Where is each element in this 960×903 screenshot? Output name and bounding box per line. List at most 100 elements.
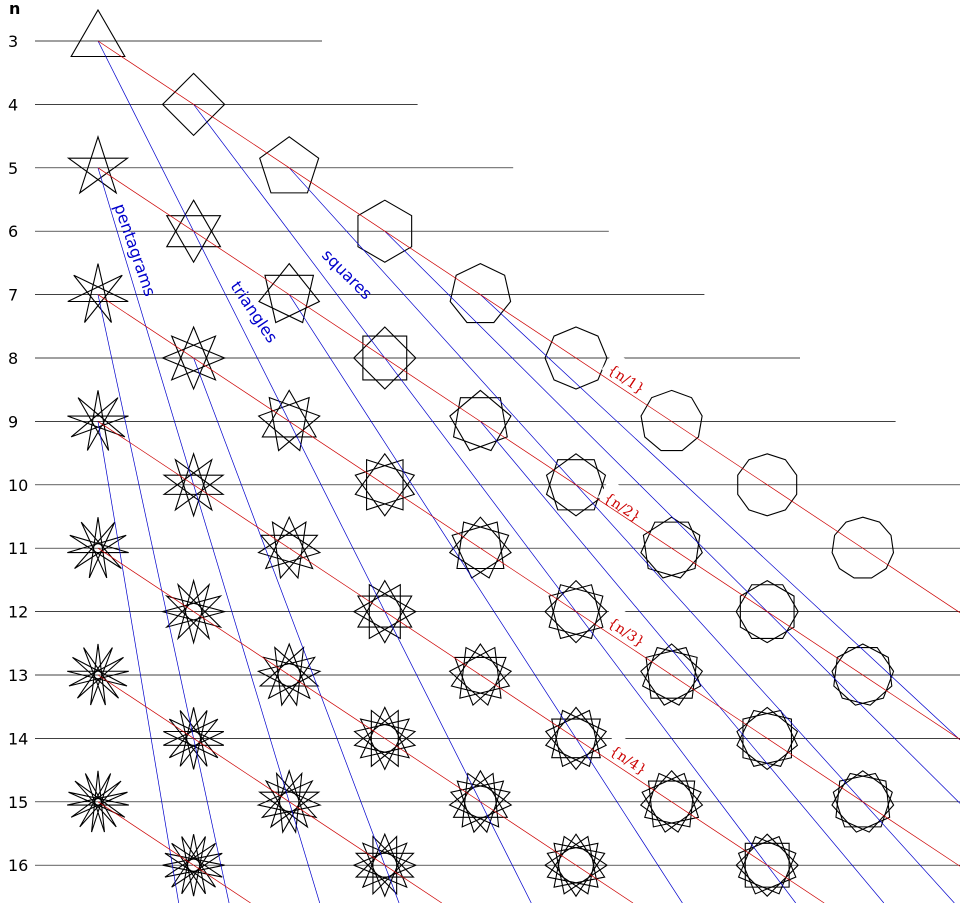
family-line	[288, 294, 683, 903]
star-polygon-component	[461, 772, 513, 828]
star-polygon	[67, 643, 129, 706]
star-polygon-component	[162, 458, 225, 518]
star-polygon-component	[356, 595, 413, 644]
star-polygon-component	[70, 8, 126, 58]
star-polygon-component	[67, 263, 129, 323]
star-polygon	[831, 770, 895, 833]
star-polygons	[66, 8, 895, 898]
family-line	[97, 40, 532, 903]
row-label: 15	[8, 793, 28, 812]
star-polygon-component	[832, 770, 893, 828]
star-polygon	[257, 389, 321, 452]
row-label: 3	[8, 32, 18, 51]
star-polygon	[258, 262, 321, 324]
star-polygon	[448, 643, 513, 707]
n4-label-bg	[603, 732, 655, 776]
series-line	[97, 421, 825, 903]
n-header-label: n	[9, 0, 20, 18]
star-polygon-component	[544, 579, 608, 644]
star-polygon	[735, 833, 799, 897]
star-polygon-component	[67, 770, 129, 833]
star-polygon-component	[545, 453, 607, 511]
star-polygon	[544, 833, 608, 898]
star-polygon	[353, 706, 417, 771]
star-polygon	[544, 326, 608, 390]
star-polygon-component	[548, 584, 604, 640]
star-polygon-component	[161, 325, 227, 391]
star-polygon-component	[353, 706, 417, 771]
n1-label-bg	[601, 351, 653, 395]
family-line	[288, 167, 955, 903]
star-polygon-component	[448, 772, 500, 828]
star-polygon	[353, 326, 417, 390]
star-polygon	[357, 199, 413, 263]
family-lines	[97, 40, 960, 903]
family-line	[384, 230, 960, 804]
star-polygon-component	[165, 199, 222, 248]
star-polygon-component	[257, 515, 322, 580]
n2-label-bg	[597, 479, 649, 523]
family-line	[97, 421, 180, 903]
star-polygon	[354, 452, 416, 517]
star-polygon	[448, 516, 512, 579]
star-polygon-component	[545, 459, 607, 517]
star-polygon-component	[640, 516, 703, 579]
star-polygon-component	[268, 396, 321, 452]
star-polygon-component	[544, 706, 608, 768]
star-polygon-component	[544, 833, 608, 898]
star-polygon	[831, 516, 895, 579]
star-polygon-component	[737, 835, 797, 895]
star-polygon-component	[162, 834, 225, 897]
star-polygon-component	[544, 709, 608, 771]
row-lines	[35, 40, 960, 866]
star-polygon	[162, 834, 225, 897]
star-polygon-component	[448, 643, 513, 707]
star-polygon-component	[449, 780, 505, 834]
star-polygon	[161, 325, 227, 391]
star-polygon-component	[362, 335, 408, 381]
star-polygon-component	[257, 396, 310, 452]
star-polygon	[544, 706, 608, 771]
family-line	[193, 357, 400, 903]
star-polygon-component	[357, 199, 413, 263]
star-polygon	[70, 8, 126, 58]
star-polygon-component	[256, 771, 318, 834]
row-label: 4	[8, 95, 18, 114]
star-polygon	[67, 517, 129, 579]
star-polygon	[256, 642, 322, 707]
star-polygon-component	[66, 135, 130, 195]
star-polygon-component	[161, 72, 226, 137]
star-polygon	[449, 389, 512, 452]
star-polygon-component	[449, 389, 512, 452]
star-polygon	[67, 263, 129, 323]
star-polygon-component	[67, 390, 129, 451]
row-label: 14	[8, 729, 28, 748]
star-polygon	[66, 135, 130, 195]
star-polygon-component	[258, 262, 321, 324]
row-label: 8	[8, 349, 18, 368]
star-polygon	[160, 578, 227, 645]
star-polygon-component	[831, 643, 895, 706]
star-polygon	[352, 832, 418, 898]
star-polygon-component	[456, 780, 511, 834]
star-polygon	[449, 262, 512, 324]
star-polygon	[831, 643, 895, 706]
star-polygon	[259, 136, 320, 194]
series-line	[97, 294, 960, 867]
row-label: 5	[8, 159, 18, 178]
star-polygon-component	[256, 642, 322, 707]
star-polygon-component	[639, 769, 704, 833]
family-line	[97, 294, 230, 903]
star-polygon-component	[449, 262, 512, 324]
star-polygon-component	[353, 326, 417, 390]
star-polygon-component	[261, 389, 318, 438]
star-polygon-component	[452, 769, 509, 818]
star-polygon-component	[258, 769, 321, 829]
star-polygon	[161, 72, 226, 137]
row-label: 12	[8, 603, 28, 622]
star-polygon-component	[259, 136, 320, 194]
star-polygon-component	[737, 835, 797, 895]
family-line	[193, 104, 796, 903]
